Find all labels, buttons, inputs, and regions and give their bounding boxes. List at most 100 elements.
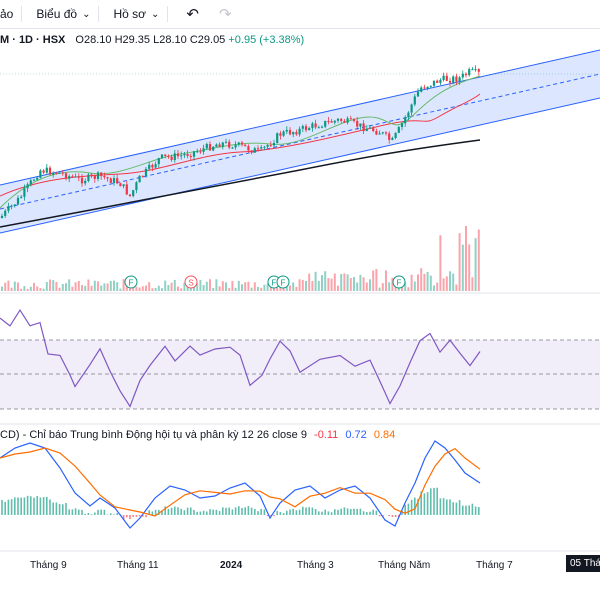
candle-body [74, 176, 77, 178]
macd-hist-bar [244, 507, 246, 515]
candle-body [199, 151, 202, 153]
volume-bar [151, 288, 154, 291]
rsi-line [0, 308, 481, 408]
candle-body [410, 104, 413, 113]
macd-hist-bar [212, 509, 214, 515]
volume-bar [372, 270, 375, 291]
macd-hist-value: -0.11 [314, 429, 339, 441]
volume-bar [199, 279, 202, 291]
candle-body [288, 129, 292, 135]
event-marker-label: S [188, 279, 193, 288]
macd-hist-bar [225, 507, 227, 515]
volume-bar [289, 285, 291, 291]
candle-body [138, 175, 141, 183]
macd-hist-bar [458, 500, 461, 515]
macd-hist-bar [94, 512, 96, 515]
candle-body [391, 138, 394, 140]
volume-bar [202, 285, 205, 291]
candle-body [244, 144, 247, 147]
event-marker[interactable]: S [184, 275, 198, 289]
candle-body [378, 133, 381, 135]
candle-body [164, 154, 167, 156]
event-marker[interactable]: F [124, 275, 138, 289]
macd-hist-bar [404, 504, 406, 515]
candle-body [464, 73, 468, 76]
volume-bar [97, 281, 99, 291]
macd-hist-bar [186, 507, 189, 515]
candle-body [32, 179, 36, 181]
profile-menu-button[interactable]: Hồ sơ ⌄ [99, 0, 167, 28]
macd-hist-bar [388, 515, 390, 516]
macd-hist-bar [126, 515, 128, 518]
candle-body [42, 170, 45, 173]
macd-hist-bar [4, 501, 6, 515]
volume-bar [468, 244, 471, 291]
volume-bar [305, 280, 307, 291]
macd-hist-bar [10, 499, 13, 515]
volume-bar [116, 282, 119, 291]
macd-hist-bar [314, 509, 317, 515]
volume-bar [314, 271, 317, 291]
candle-body [272, 142, 276, 146]
time-axis: Tháng 9 Tháng 11 2024 Tháng 3 Tháng Năm … [30, 560, 513, 571]
toolbar-partial-menu[interactable]: ảo [0, 0, 21, 28]
volume-bar [385, 270, 387, 291]
candle-body [404, 117, 407, 124]
event-marker[interactable]: F [276, 275, 290, 289]
macd-hist-bar [430, 488, 432, 515]
macd-hist-bar [321, 511, 323, 515]
candle-body [7, 206, 10, 211]
channel-upper-line [0, 49, 600, 186]
candle-body [202, 148, 205, 152]
candle-body [301, 126, 304, 129]
volume-bar [433, 285, 435, 291]
candle-body [474, 69, 477, 71]
candle-body [148, 164, 151, 169]
candle-body [311, 123, 314, 129]
volume-bar [10, 287, 13, 291]
volume-bar [52, 280, 55, 291]
macd-indicator-label[interactable]: CD) - Chỉ báo Trung bình Động hội tụ và … [0, 429, 307, 441]
symbol-label[interactable]: M · 1D · HSX [0, 34, 66, 46]
time-axis-label: Tháng 9 [30, 560, 67, 571]
macd-hist-bar [308, 507, 310, 515]
candle-body [400, 123, 404, 128]
volume-bar [359, 274, 362, 291]
volume-bar [321, 275, 323, 291]
macd-hist-bar [7, 499, 10, 515]
candle-body [208, 144, 212, 151]
candle-body [64, 173, 68, 179]
volume-bar [39, 288, 42, 291]
redo-icon[interactable]: ↷ [218, 6, 232, 23]
macd-hist-bar [33, 497, 35, 515]
macd-hist-bar [250, 507, 253, 515]
volume-bar [369, 279, 371, 291]
macd-hist-bar [462, 505, 464, 515]
macd-hist-bar [49, 499, 51, 515]
macd-hist-bar [231, 509, 234, 515]
macd-hist-bar [407, 503, 410, 515]
macd-hist-bar [356, 508, 358, 515]
volume-bar [138, 287, 141, 291]
time-axis-label: Tháng 11 [117, 560, 159, 571]
macd-hist-bar [471, 503, 474, 515]
volume-bar [465, 226, 467, 291]
candle-body [260, 147, 263, 149]
event-marker[interactable]: F [392, 275, 406, 289]
volume-bar [333, 273, 336, 291]
macd-hist-bar [78, 509, 80, 515]
macd-hist-bar [330, 512, 333, 515]
macd-hist-bar [452, 502, 454, 515]
candle-body [0, 215, 4, 218]
macd-hist-bar [20, 497, 22, 515]
chart-menu-label: Biểu đồ [36, 7, 78, 21]
volume-bar [349, 278, 352, 291]
candle-body [13, 204, 16, 206]
candle-body [247, 146, 250, 151]
macd-hist-bar [209, 509, 211, 515]
macd-hist-bar [417, 499, 419, 515]
macd-hist-bar [42, 496, 45, 515]
undo-icon[interactable]: ↶ [186, 6, 199, 23]
chart-menu-button[interactable]: Biểu đồ ⌄ [22, 0, 98, 28]
